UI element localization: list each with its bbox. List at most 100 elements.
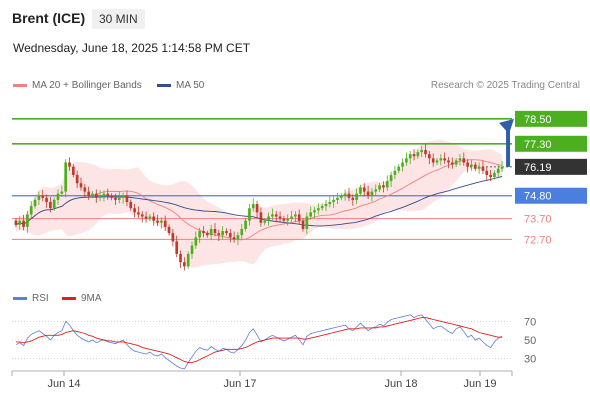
candle-body	[489, 174, 492, 178]
legend-rsi-label: RSI	[32, 293, 49, 304]
candle-body	[98, 195, 102, 198]
candle-body	[397, 166, 401, 171]
candle-body	[190, 245, 194, 254]
candle-body	[470, 164, 473, 167]
candle-body	[144, 216, 148, 219]
candle-body	[481, 166, 485, 171]
legend-ma50: MA 50	[157, 80, 204, 91]
legend-bollinger-label: MA 20 + Bollinger Bands	[32, 80, 142, 91]
candle-body	[359, 187, 362, 194]
candle-body	[217, 233, 221, 236]
candle-body	[271, 214, 274, 217]
candle-body	[385, 181, 389, 188]
candle-body	[282, 218, 286, 221]
candle-body	[94, 193, 98, 198]
candle-body	[41, 195, 45, 198]
candle-body	[401, 162, 404, 167]
candle-body	[163, 220, 167, 227]
candle-body	[160, 220, 163, 223]
candle-body	[267, 216, 270, 221]
candle-body	[496, 168, 500, 173]
candle-body	[412, 154, 416, 157]
candle-body	[389, 174, 393, 182]
candle-body	[68, 162, 71, 167]
rsi-series-9ma	[16, 317, 503, 363]
copyright: Research © 2025 Trading Central	[430, 80, 580, 91]
candle-body	[213, 228, 217, 234]
candle-body	[382, 185, 385, 188]
candle-body	[466, 162, 469, 167]
candle-body	[129, 201, 133, 209]
candle-body	[83, 187, 87, 192]
candle-body	[393, 170, 397, 175]
candle-body	[370, 191, 374, 196]
chart-datetime: Wednesday, June 18, 2025 1:14:58 PM CET	[13, 41, 251, 55]
legend-9ma-swatch	[62, 296, 76, 300]
candle-body	[248, 208, 251, 221]
forecast-arrow-head	[499, 118, 514, 134]
candle-body	[79, 183, 83, 188]
legend-ma50-swatch	[157, 83, 171, 87]
candle-body	[244, 220, 247, 229]
candle-body	[198, 231, 202, 238]
candle-body	[305, 216, 309, 229]
candle-body	[22, 220, 25, 227]
candle-body	[435, 160, 439, 163]
candle-body	[473, 164, 477, 169]
candle-body	[447, 160, 450, 163]
candle-body	[343, 193, 347, 196]
candle-body	[301, 220, 305, 229]
x-tick-label: Jun 19	[463, 378, 496, 390]
timeframe-badge[interactable]: 30 MIN	[92, 9, 145, 29]
candle-body	[290, 216, 293, 219]
candle-body	[175, 241, 179, 254]
candle-body	[52, 199, 56, 209]
candle-body	[29, 206, 33, 215]
candle-body	[171, 233, 175, 242]
legend-9ma-label: 9MA	[81, 293, 102, 304]
x-tick-label: Jun 18	[384, 378, 417, 390]
candle-body	[351, 197, 355, 200]
candle-body	[255, 204, 259, 213]
candle-body	[347, 193, 351, 198]
candle-body	[324, 204, 328, 207]
rsi-series-rsi	[15, 314, 503, 370]
candle-body	[37, 195, 41, 200]
candle-body	[309, 212, 313, 217]
level-box-76.19	[515, 158, 587, 175]
candle-body	[209, 228, 213, 236]
candle-body	[110, 195, 113, 198]
candle-body	[225, 231, 228, 234]
candle-body	[232, 237, 236, 240]
candle-body	[236, 235, 240, 240]
candle-body	[152, 216, 156, 221]
level-label-72.70: 72.70	[524, 234, 552, 246]
candle-body	[140, 214, 144, 217]
legend-rsi: RSI	[13, 293, 49, 304]
candle-body	[121, 195, 125, 198]
level-label-77.30: 77.30	[524, 139, 552, 151]
legend-rsi-swatch	[13, 296, 27, 300]
candle-body	[274, 214, 278, 217]
candle-body	[167, 226, 171, 234]
x-tick-label: Jun 17	[223, 378, 256, 390]
candle-body	[240, 228, 244, 236]
candle-body	[18, 220, 22, 225]
level-label-73.70: 73.70	[524, 214, 552, 226]
candle-body	[71, 166, 75, 175]
candle-body	[428, 154, 431, 159]
candle-body	[405, 158, 408, 163]
candle-body	[366, 191, 370, 196]
candle-body	[458, 158, 462, 161]
level-box-77.30	[515, 135, 587, 152]
candle-body	[14, 220, 18, 225]
legend-bollinger-swatch	[13, 83, 27, 87]
candle-body	[454, 160, 458, 165]
candle-body	[179, 253, 182, 263]
candle-body	[194, 237, 198, 246]
candle-body	[339, 195, 343, 198]
candle-body	[221, 231, 224, 236]
level-box-78.50	[515, 110, 587, 127]
candle-body	[278, 216, 282, 219]
